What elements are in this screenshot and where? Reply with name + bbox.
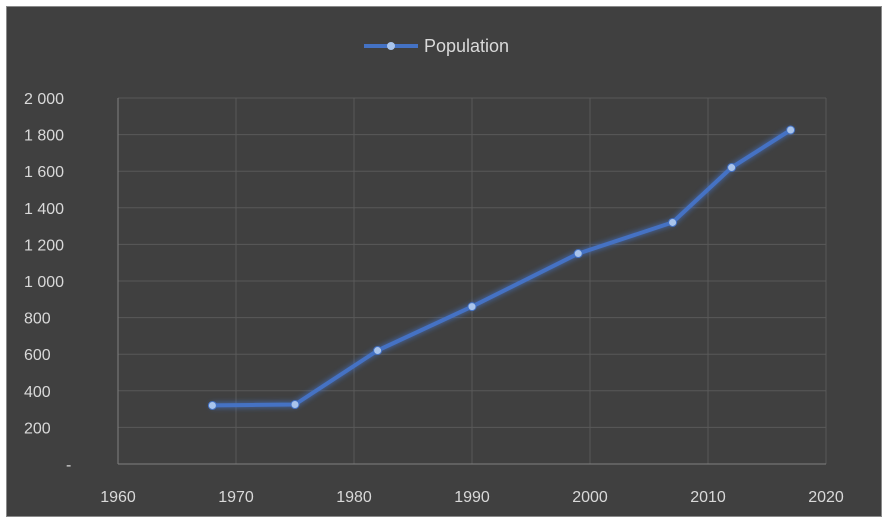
- y-tick-label: 1 200: [24, 237, 64, 254]
- series-layer: [207, 125, 796, 410]
- data-point: [373, 346, 383, 356]
- axes: - 200 400 600 800 1 000 1 200 1 400 1 600 1 800 2 …: [24, 91, 844, 506]
- x-tick-label: 1990: [454, 489, 490, 506]
- y-tick-label: 400: [24, 384, 51, 401]
- data-point: [668, 217, 678, 227]
- y-tick-label: 1 800: [24, 128, 64, 145]
- x-tick-label: 1980: [336, 489, 372, 506]
- y-tick-label: 1 600: [24, 164, 64, 181]
- x-tick-label: 1960: [100, 489, 136, 506]
- x-tick-label: 2020: [808, 489, 844, 506]
- x-tick-label: 2000: [572, 489, 608, 506]
- data-point: [467, 302, 477, 312]
- gridlines: [118, 97, 827, 464]
- data-point: [786, 125, 796, 135]
- chart-area: [6, 6, 882, 517]
- y-tick-label: 2 000: [24, 91, 64, 108]
- data-point: [727, 163, 737, 173]
- data-point: [207, 400, 217, 410]
- x-tick-label: 2010: [690, 489, 726, 506]
- legend: Population: [364, 36, 509, 56]
- y-tick-label: 1 000: [24, 274, 64, 291]
- y-tick-label: 600: [24, 347, 51, 364]
- y-tick-label: 1 400: [24, 201, 64, 218]
- y-tick-label: -: [66, 457, 71, 474]
- y-tick-label: 200: [24, 420, 51, 437]
- legend-marker: [387, 42, 395, 50]
- y-tick-label: 800: [24, 311, 51, 328]
- data-point: [290, 400, 300, 410]
- legend-label-population: Population: [424, 36, 509, 56]
- series-line-population: [210, 128, 793, 408]
- data-point: [573, 249, 583, 259]
- x-tick-label: 1970: [218, 489, 254, 506]
